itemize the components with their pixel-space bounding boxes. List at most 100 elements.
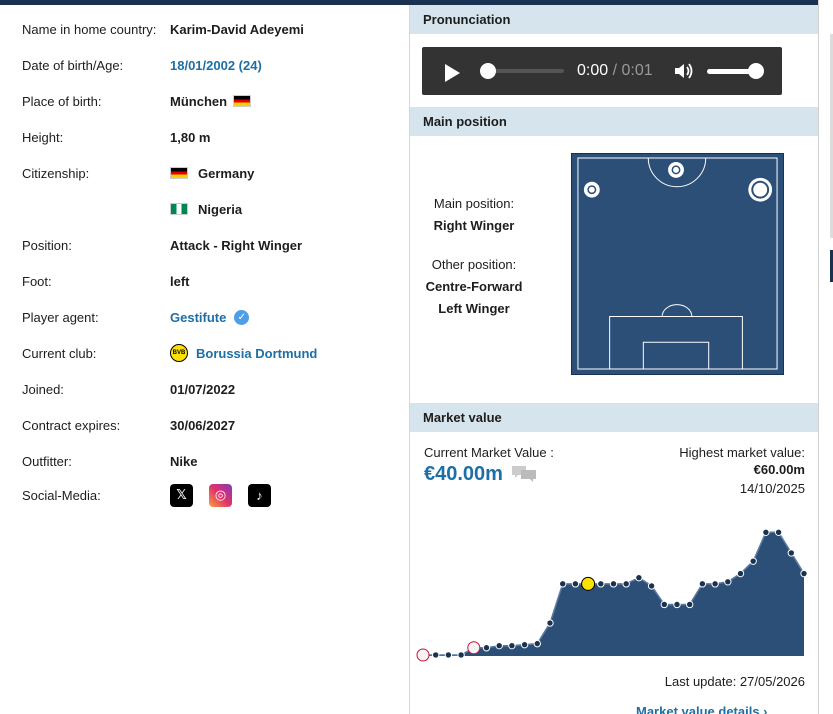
chart-point[interactable]	[673, 600, 681, 609]
other-position-label: Other position:	[431, 257, 517, 272]
chart-point[interactable]	[635, 573, 643, 582]
info-row: Height: 1,80 m	[22, 119, 210, 155]
info-value-text: Nigeria	[198, 201, 243, 217]
position-marker-right-winger	[748, 177, 773, 202]
info-row: Contract expires: 30/06/2027	[22, 407, 235, 443]
market-value-details-link[interactable]: Market value details ›	[636, 704, 768, 714]
info-value: 18/01/2002 (24)	[170, 58, 262, 73]
player-info-table: Name in home country: Karim-David Adeyemi…	[0, 5, 410, 714]
chart-point[interactable]	[647, 582, 656, 590]
info-row: Citizenship: Germany	[22, 155, 254, 191]
chart-point[interactable]	[533, 639, 542, 648]
other-position-value-1: Centre-Forward	[425, 279, 523, 294]
chart-point[interactable]	[520, 640, 529, 649]
info-value: Germany	[170, 166, 254, 181]
info-value-text: 30/06/2027	[170, 417, 236, 433]
position-marker-centre-forward	[668, 161, 684, 178]
info-value-text[interactable]: 18/01/2002 (24)	[170, 57, 262, 73]
info-value-text: Nike	[170, 453, 198, 469]
chart-point[interactable]	[736, 569, 745, 578]
germany-flag-icon	[233, 95, 252, 107]
info-value-text: Germany	[198, 165, 255, 181]
info-label: Player agent:	[22, 309, 99, 325]
audio-current-time: 0:00	[577, 62, 609, 79]
chart-point[interactable]	[749, 557, 757, 565]
info-value: 30/06/2027	[170, 418, 235, 433]
chart-club-marker[interactable]	[581, 576, 596, 591]
current-market-value-label: Current Market Value :	[424, 445, 554, 460]
chart-point[interactable]	[609, 580, 618, 588]
sidebar-scroll-track	[830, 34, 833, 238]
comments-icon[interactable]	[512, 466, 536, 482]
chart-point[interactable]	[597, 580, 605, 588]
club-crest-icon[interactable]: BVB	[170, 344, 188, 362]
chart-point[interactable]	[800, 569, 808, 578]
highest-market-value-date: 14/10/2025	[739, 481, 805, 496]
main-position-value: Right Winger	[433, 218, 515, 233]
chart-point[interactable]	[482, 644, 491, 652]
info-value: left	[170, 274, 190, 289]
market-value-header: Market value	[410, 403, 818, 432]
audio-progress-track[interactable]	[484, 69, 564, 73]
info-value-text: 1,80 m	[170, 129, 211, 145]
volume-track[interactable]	[707, 69, 757, 74]
pronunciation-header: Pronunciation	[410, 5, 818, 34]
chart-point[interactable]	[457, 651, 465, 659]
info-label: Date of birth/Age:	[22, 57, 124, 73]
info-row: Player agent: Gestifute ✓	[22, 299, 250, 335]
market-value-chart[interactable]	[410, 510, 818, 670]
chart-point[interactable]	[432, 651, 440, 659]
info-label: Outfitter:	[22, 453, 72, 469]
info-value-text: left	[170, 273, 190, 289]
tiktok-icon[interactable]: ♪	[248, 483, 271, 507]
chart-point[interactable]	[774, 528, 783, 537]
info-row: Date of birth/Age: 18/01/2002 (24)	[22, 47, 262, 83]
chart-point[interactable]	[571, 580, 580, 588]
position-pitch	[571, 153, 784, 375]
chart-point[interactable]	[711, 580, 719, 588]
chart-point[interactable]	[546, 619, 554, 627]
info-value: Nigeria	[170, 202, 242, 217]
info-row: Social-Media: 𝕏 ◎ ♪	[22, 477, 281, 513]
chart-point[interactable]	[622, 580, 630, 588]
germany-flag-icon	[170, 167, 188, 179]
instagram-icon[interactable]: ◎	[209, 483, 232, 507]
info-row: Outfitter: Nike	[22, 443, 197, 479]
chart-point[interactable]	[762, 528, 770, 537]
info-row: Place of birth: München	[22, 83, 252, 119]
other-position-block: Other position: Centre-Forward Left Wing…	[410, 257, 538, 320]
chart-point[interactable]	[698, 580, 707, 588]
info-value: München	[170, 94, 252, 109]
chart-club-marker[interactable]	[416, 648, 430, 662]
audio-progress-knob[interactable]	[480, 63, 496, 79]
info-row: Position: Attack - Right Winger	[22, 227, 302, 263]
info-label: Social-Media:	[22, 487, 101, 503]
last-update: Last update: 27/05/2026	[664, 674, 805, 689]
info-value-text[interactable]: Borussia Dortmund	[196, 345, 318, 361]
info-row: Nigeria	[22, 191, 242, 227]
chart-point[interactable]	[508, 641, 516, 650]
play-icon[interactable]	[445, 64, 460, 82]
current-market-value[interactable]: €40.00m	[424, 463, 503, 485]
x-icon[interactable]: 𝕏	[170, 483, 193, 507]
info-label: Joined:	[22, 381, 64, 397]
info-value: Gestifute ✓	[170, 309, 250, 325]
main-position-header: Main position	[410, 107, 818, 136]
info-label: Position:	[22, 237, 72, 253]
volume-icon[interactable]	[674, 62, 694, 80]
chart-club-marker[interactable]	[467, 641, 481, 655]
chart-point[interactable]	[787, 549, 795, 557]
volume-knob[interactable]	[748, 63, 764, 79]
top-navigation-bar	[0, 0, 818, 5]
chart-point[interactable]	[559, 580, 567, 588]
chart-point[interactable]	[495, 641, 503, 650]
chart-point[interactable]	[724, 578, 732, 586]
chart-point[interactable]	[444, 651, 453, 659]
info-value-text[interactable]: Gestifute	[170, 309, 227, 325]
highest-market-value-label: Highest market value:	[679, 445, 805, 460]
audio-player[interactable]: 0:00 / 0:01	[422, 47, 782, 95]
chart-point[interactable]	[686, 600, 694, 609]
chart-point[interactable]	[660, 600, 669, 609]
sidebar-scroll-thumb[interactable]	[830, 250, 833, 282]
other-position-value-2: Left Winger	[438, 301, 510, 316]
